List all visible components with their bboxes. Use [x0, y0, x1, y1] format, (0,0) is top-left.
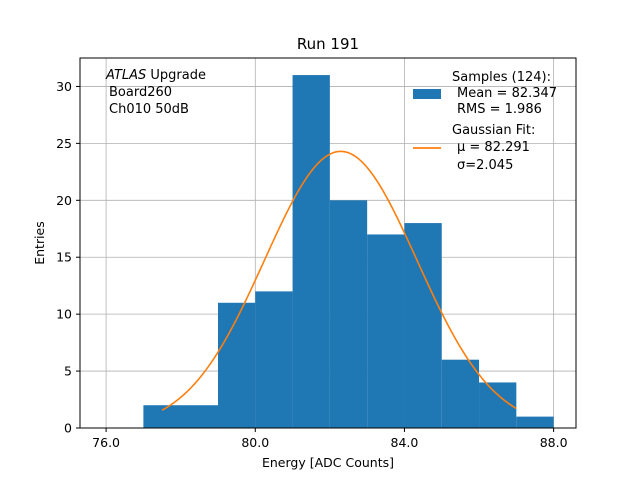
histogram-bar-9: [516, 416, 554, 428]
histogram-bar-1: [217, 302, 256, 428]
y-tick-label-5: 25: [56, 136, 72, 151]
chart-title: Run 191: [297, 35, 359, 53]
annotation-line-2: Board260: [109, 85, 172, 100]
x-tick-label-2: 84.0: [391, 435, 419, 450]
y-tick-label-4: 20: [56, 193, 72, 208]
annotation-block: ATLAS Upgrade Board260 Ch010 50dB: [105, 68, 206, 117]
legend-samples-title: Samples (124):: [452, 70, 551, 85]
y-tick-label-2: 10: [56, 307, 72, 322]
histogram-bar-2: [255, 291, 293, 428]
y-axis-label: Entries: [32, 221, 47, 265]
histogram-bar-4: [329, 200, 368, 428]
annotation-atlas: ATLAS: [105, 68, 146, 83]
y-tick-label-1: 5: [64, 364, 72, 379]
y-tick-label-3: 15: [56, 250, 72, 265]
x-axis-label: Energy [ADC Counts]: [262, 455, 394, 470]
y-tick-label-6: 30: [56, 79, 72, 94]
legend-fit-title: Gaussian Fit:: [452, 123, 535, 138]
histogram-bar-5: [367, 234, 405, 428]
legend-fit-sigma: σ=2.045: [457, 158, 513, 173]
gaussian-fit-line: [161, 150, 517, 411]
x-tick-label-0: 76.0: [92, 435, 120, 450]
histogram-bars: [143, 75, 554, 429]
legend: Samples (124): Mean = 82.347 RMS = 1.986…: [413, 70, 557, 173]
x-axis-ticks: 76.0 80.0 84.0 88.0: [92, 428, 568, 450]
annotation-upgrade: Upgrade: [146, 68, 206, 83]
legend-fit-mu: μ = 82.291: [457, 140, 530, 155]
y-axis-ticks: 0 5 10 15 20 25 30: [56, 79, 80, 436]
legend-samples-mean: Mean = 82.347: [457, 86, 557, 101]
plot-frame: [79, 57, 577, 429]
histogram-bar-6: [404, 223, 442, 428]
annotation-line-3: Ch010 50dB: [109, 102, 189, 117]
histogram-bar-7: [441, 359, 480, 428]
legend-samples-rms: RMS = 1.986: [457, 102, 542, 117]
histogram-bar-0: [143, 405, 218, 428]
histogram-bar-3: [292, 75, 330, 429]
x-tick-label-3: 88.0: [540, 435, 568, 450]
x-tick-label-1: 80.0: [241, 435, 269, 450]
legend-swatch-samples: [413, 89, 441, 99]
annotation-line-1: ATLAS Upgrade: [105, 68, 206, 83]
y-tick-label-0: 0: [64, 421, 72, 436]
